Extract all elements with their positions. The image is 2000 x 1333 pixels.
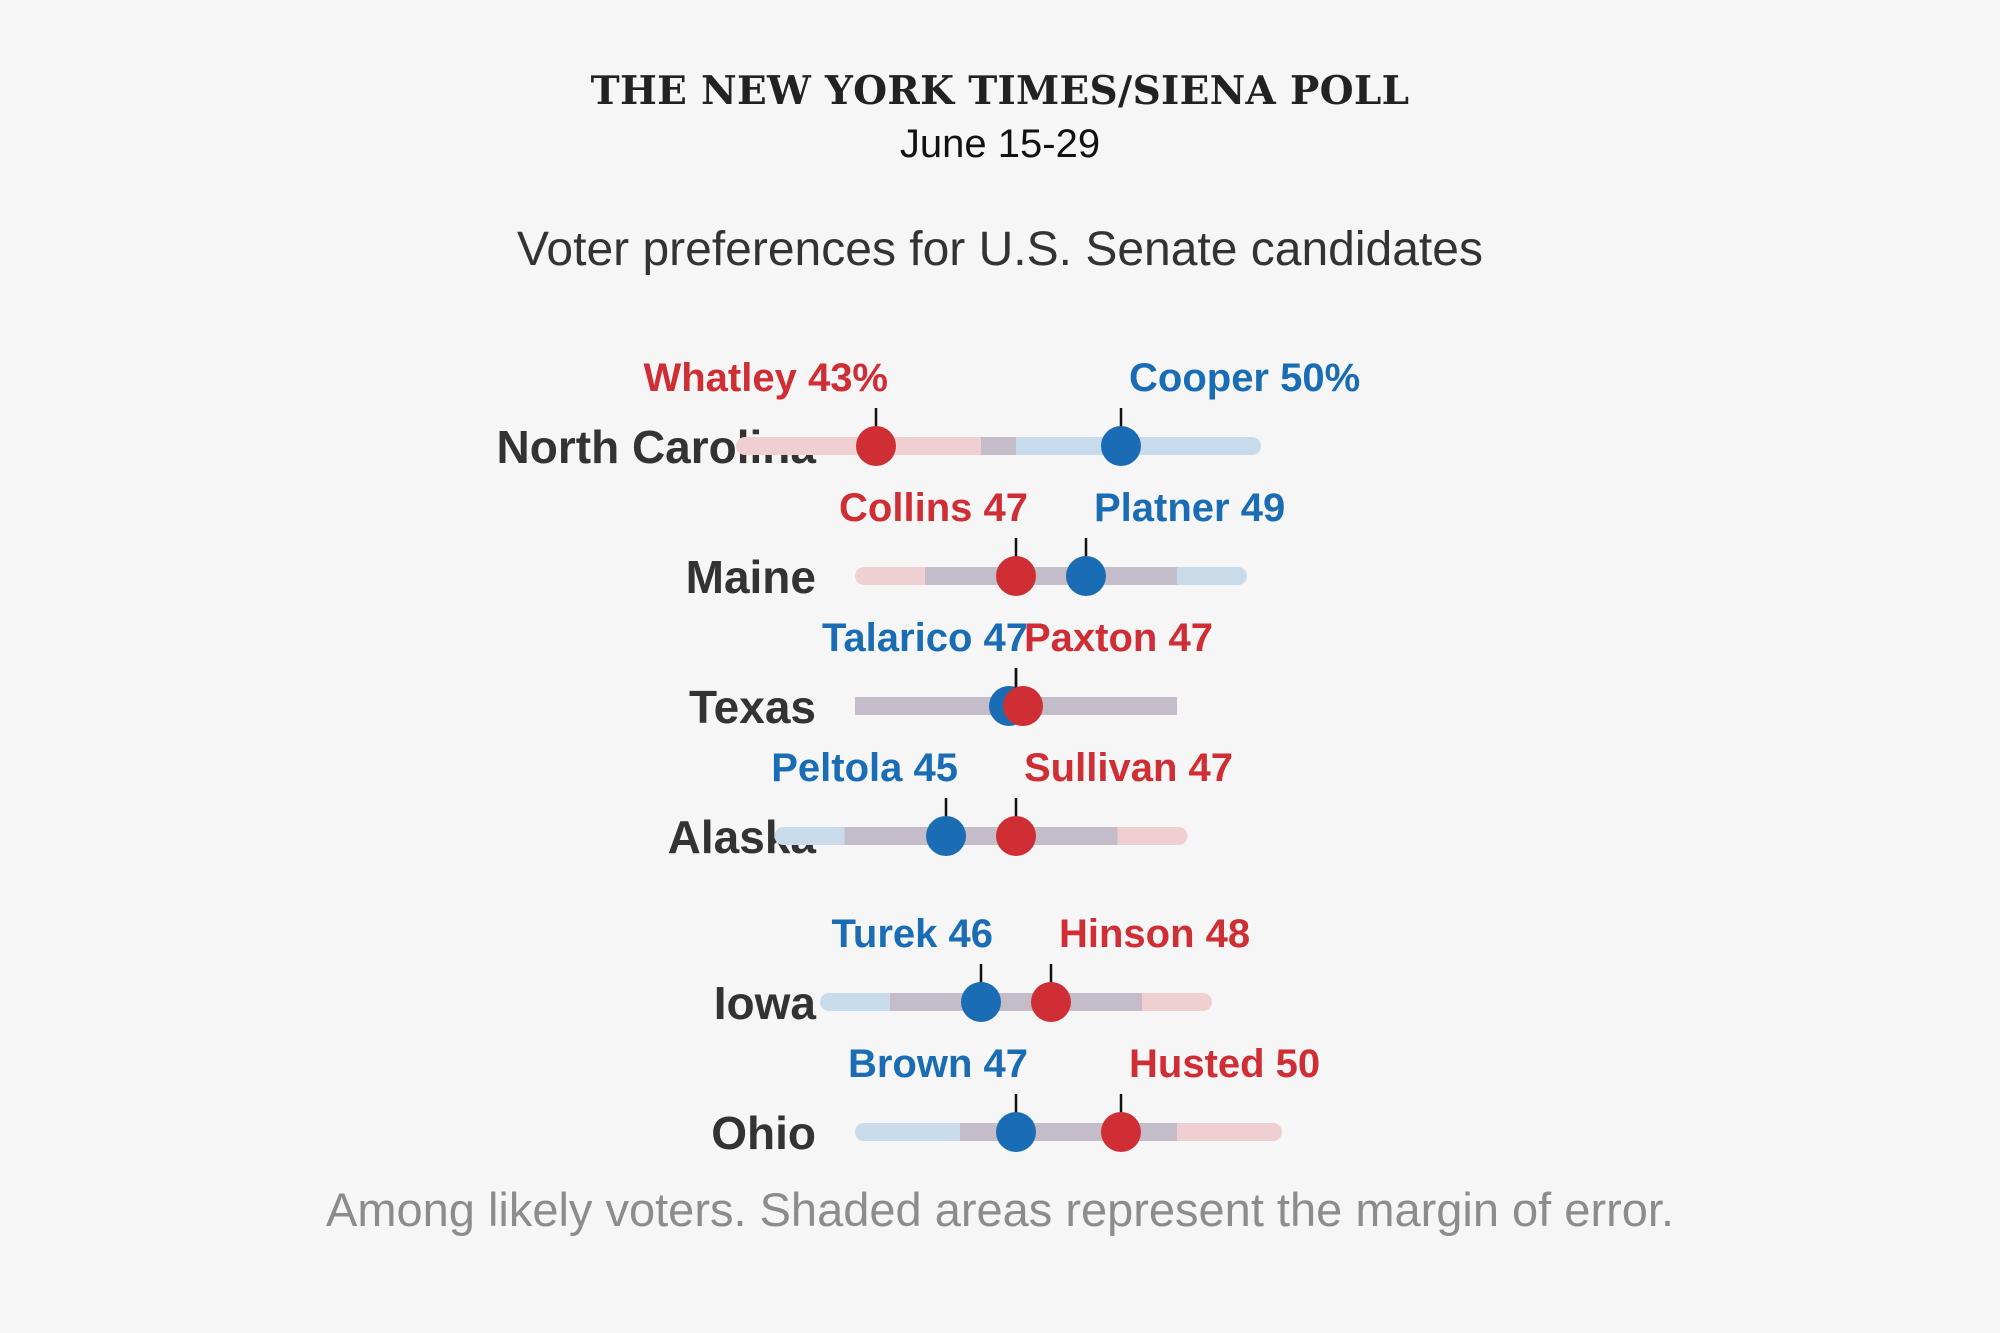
- husted-dot: [1101, 1112, 1141, 1152]
- state-label: Texas: [689, 681, 816, 733]
- poll-source: THE NEW YORK TIMES/SIENA POLL: [590, 68, 1410, 114]
- candidate-label: Collins 47: [839, 486, 1028, 530]
- peltola-dot: [926, 816, 966, 856]
- collins-dot: [996, 556, 1036, 596]
- moe-overlap-band: [844, 827, 1118, 845]
- candidate-label: Turek 46: [831, 912, 993, 956]
- candidate-label: Whatley 43%: [643, 356, 888, 400]
- state-label: Maine: [686, 551, 816, 603]
- candidate-label: Talarico 47: [822, 616, 1028, 660]
- platner-dot: [1066, 556, 1106, 596]
- candidate-label: Paxton 47: [1024, 616, 1213, 660]
- candidate-label: Sullivan 47: [1024, 746, 1233, 790]
- paxton-dot: [1003, 686, 1043, 726]
- candidate-label: Peltola 45: [771, 746, 958, 790]
- candidate-label: Brown 47: [848, 1042, 1028, 1086]
- hinson-dot: [1031, 982, 1071, 1022]
- brown-dot: [996, 1112, 1036, 1152]
- poll-dates: June 15-29: [899, 122, 1101, 166]
- chart-title: Voter preferences for U.S. Senate candid…: [517, 223, 1483, 276]
- whatley-dot: [856, 426, 896, 466]
- state-label: Ohio: [711, 1107, 816, 1159]
- candidate-label: Platner 49: [1094, 486, 1285, 530]
- turek-dot: [961, 982, 1001, 1022]
- candidate-label: Hinson 48: [1059, 912, 1250, 956]
- moe-overlap-band: [960, 1123, 1177, 1141]
- moe-overlap-band: [890, 993, 1142, 1011]
- candidate-label: Cooper 50%: [1129, 356, 1360, 400]
- candidate-label: Husted 50: [1129, 1042, 1320, 1086]
- cooper-dot: [1101, 426, 1141, 466]
- chart-note: Among likely voters. Shaded areas repres…: [325, 1183, 1674, 1236]
- moe-overlap-band: [925, 567, 1177, 585]
- moe-overlap-band: [981, 437, 1016, 455]
- sullivan-dot: [996, 816, 1036, 856]
- state-label: Iowa: [714, 977, 817, 1029]
